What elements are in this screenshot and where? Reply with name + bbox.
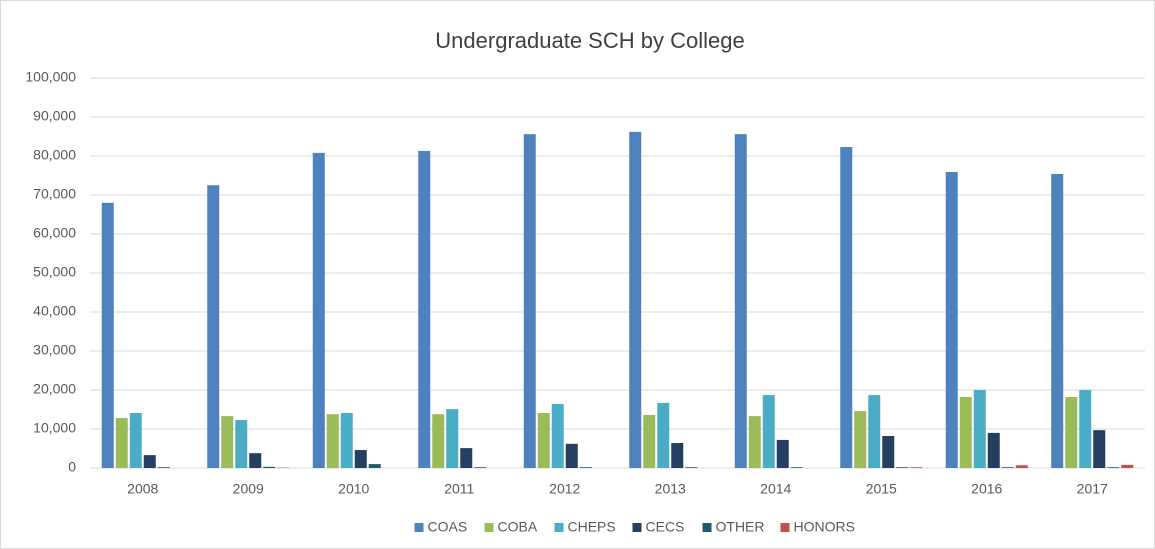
x-tick-label: 2013 — [655, 481, 686, 497]
bar — [579, 467, 592, 468]
bar — [446, 409, 459, 468]
bar — [945, 171, 958, 469]
bar — [854, 411, 867, 468]
x-tick-label: 2009 — [233, 481, 264, 497]
bar — [840, 147, 853, 468]
x-tick-label: 2016 — [971, 481, 1002, 497]
bar — [101, 202, 114, 469]
bar — [882, 436, 895, 468]
bar — [340, 413, 353, 468]
bar — [312, 152, 325, 468]
legend-label: COBA — [498, 519, 538, 535]
legend-label: CECS — [646, 519, 685, 535]
bar — [565, 443, 578, 468]
x-tick-label: 2010 — [338, 481, 369, 497]
x-tick-label: 2012 — [549, 481, 580, 497]
x-tick-label: 2015 — [866, 481, 897, 497]
legend-swatch — [554, 523, 564, 532]
bar — [418, 150, 431, 468]
bar — [523, 134, 536, 468]
bar — [987, 432, 1000, 468]
legend-label: CHEPS — [568, 519, 616, 535]
bar — [1079, 390, 1092, 468]
y-tick-label: 0 — [68, 459, 76, 475]
bar — [129, 413, 142, 468]
x-tick-label: 2017 — [1077, 481, 1108, 497]
chart-title: Undergraduate SCH by College — [435, 28, 744, 53]
legend-swatch — [702, 523, 712, 532]
bar — [354, 450, 367, 468]
bar — [551, 404, 564, 468]
y-tick-label: 20,000 — [33, 381, 76, 397]
y-tick-label: 70,000 — [33, 186, 76, 202]
bar — [432, 414, 445, 468]
legend-swatch — [632, 523, 642, 532]
legend-label: HONORS — [794, 519, 855, 535]
bar — [1065, 397, 1078, 468]
y-tick-label: 50,000 — [33, 264, 76, 280]
bar — [685, 467, 698, 468]
bar — [460, 448, 473, 468]
bar — [115, 418, 128, 468]
legend-swatch — [484, 523, 494, 532]
bar — [474, 467, 487, 468]
legend-label: COAS — [428, 519, 468, 535]
bar — [959, 397, 972, 468]
bar — [368, 464, 381, 468]
y-tick-label: 90,000 — [33, 108, 76, 124]
bar — [748, 416, 761, 468]
bar — [1015, 465, 1028, 468]
bar — [249, 453, 262, 468]
bar — [643, 414, 656, 468]
bar — [868, 395, 881, 468]
legend-swatch — [414, 523, 424, 532]
bar — [1051, 173, 1064, 468]
bar — [910, 467, 923, 468]
bar — [221, 416, 234, 468]
bar — [157, 467, 170, 468]
bar — [790, 467, 803, 468]
y-tick-label: 10,000 — [33, 420, 76, 436]
bar — [1107, 467, 1120, 468]
bar — [1001, 467, 1014, 468]
bar — [671, 443, 684, 468]
y-tick-label: 100,000 — [25, 69, 76, 85]
bar — [235, 420, 248, 468]
bar — [1121, 464, 1134, 468]
bar — [326, 414, 339, 468]
legend-swatch — [780, 523, 790, 532]
bar — [657, 402, 670, 468]
y-tick-label: 40,000 — [33, 303, 76, 319]
bar — [143, 455, 156, 468]
bar — [776, 439, 789, 468]
x-tick-label: 2014 — [760, 481, 791, 497]
bar — [734, 134, 747, 468]
bar — [1093, 430, 1106, 468]
y-tick-label: 30,000 — [33, 342, 76, 358]
bar — [973, 390, 986, 468]
bar — [537, 413, 550, 468]
x-tick-label: 2011 — [444, 481, 474, 497]
y-tick-label: 80,000 — [33, 147, 76, 163]
bar — [629, 131, 642, 468]
bar — [263, 466, 276, 468]
bar — [762, 395, 775, 468]
bar — [896, 467, 909, 468]
y-tick-label: 60,000 — [33, 225, 76, 241]
x-tick-label: 2008 — [127, 481, 158, 497]
bar — [207, 185, 220, 468]
legend-label: OTHER — [716, 519, 765, 535]
